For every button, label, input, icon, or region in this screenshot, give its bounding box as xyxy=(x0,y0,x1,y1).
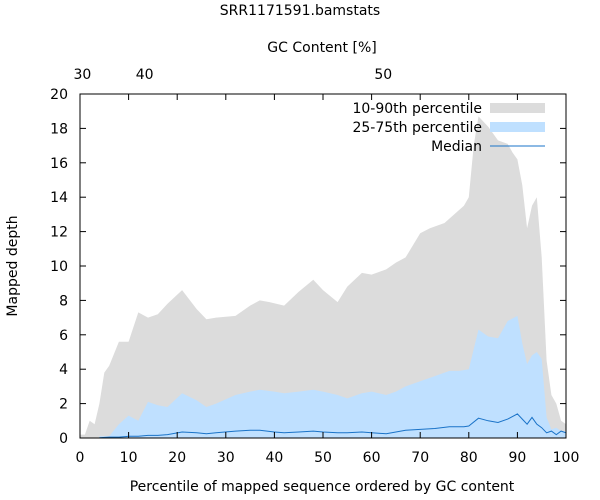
y-tick-label: 14 xyxy=(50,190,68,206)
x2-tick-label: 50 xyxy=(374,67,392,83)
x-tick-label: 0 xyxy=(76,450,85,466)
y-axis-title: Mapped depth xyxy=(5,215,21,316)
x-tick-label: 70 xyxy=(411,450,429,466)
legend-label: 25-75th percentile xyxy=(352,120,482,136)
legend-label: Median xyxy=(431,139,482,155)
x-tick-label: 30 xyxy=(217,450,235,466)
y-tick-label: 2 xyxy=(59,397,68,413)
y-tick-label: 8 xyxy=(59,293,68,309)
y-tick-label: 12 xyxy=(50,225,68,241)
x-tick-label: 10 xyxy=(120,450,138,466)
chart-title: SRR1171591.bamstats xyxy=(220,3,380,19)
legend-label: 10-90th percentile xyxy=(352,101,482,117)
x-tick-label: 60 xyxy=(363,450,381,466)
y-tick-label: 4 xyxy=(59,362,68,378)
x2-tick-label: 30 xyxy=(74,67,92,83)
y-tick-label: 0 xyxy=(59,431,68,447)
x-tick-label: 50 xyxy=(314,450,332,466)
x-axis-title: Percentile of mapped sequence ordered by… xyxy=(130,479,515,495)
legend: 10-90th percentile 25-75th percentile Medi… xyxy=(352,101,545,155)
series-band-0 xyxy=(80,116,566,439)
x-tick-label: 40 xyxy=(265,450,283,466)
y-tick-label: 10 xyxy=(50,259,68,275)
legend-swatch xyxy=(490,103,545,113)
x-tick-label: 20 xyxy=(168,450,186,466)
x-tick-label: 90 xyxy=(508,450,526,466)
series-band-1 xyxy=(99,315,567,438)
x-tick-label: 80 xyxy=(460,450,478,466)
y-tick-label: 6 xyxy=(59,328,68,344)
legend-swatch xyxy=(490,122,545,132)
axes: 0 10 20 30 40 50 60 70 80 90 100 0 2 4 6 8 10 12 14 16 18 20 3… xyxy=(50,67,579,466)
x2-tick-label: 40 xyxy=(136,67,154,83)
y-tick-label: 20 xyxy=(50,87,68,103)
y-tick-label: 18 xyxy=(50,121,68,137)
x2-axis-title: GC Content [%] xyxy=(267,40,376,56)
x-tick-label: 100 xyxy=(553,450,580,466)
y-tick-label: 16 xyxy=(50,156,68,172)
